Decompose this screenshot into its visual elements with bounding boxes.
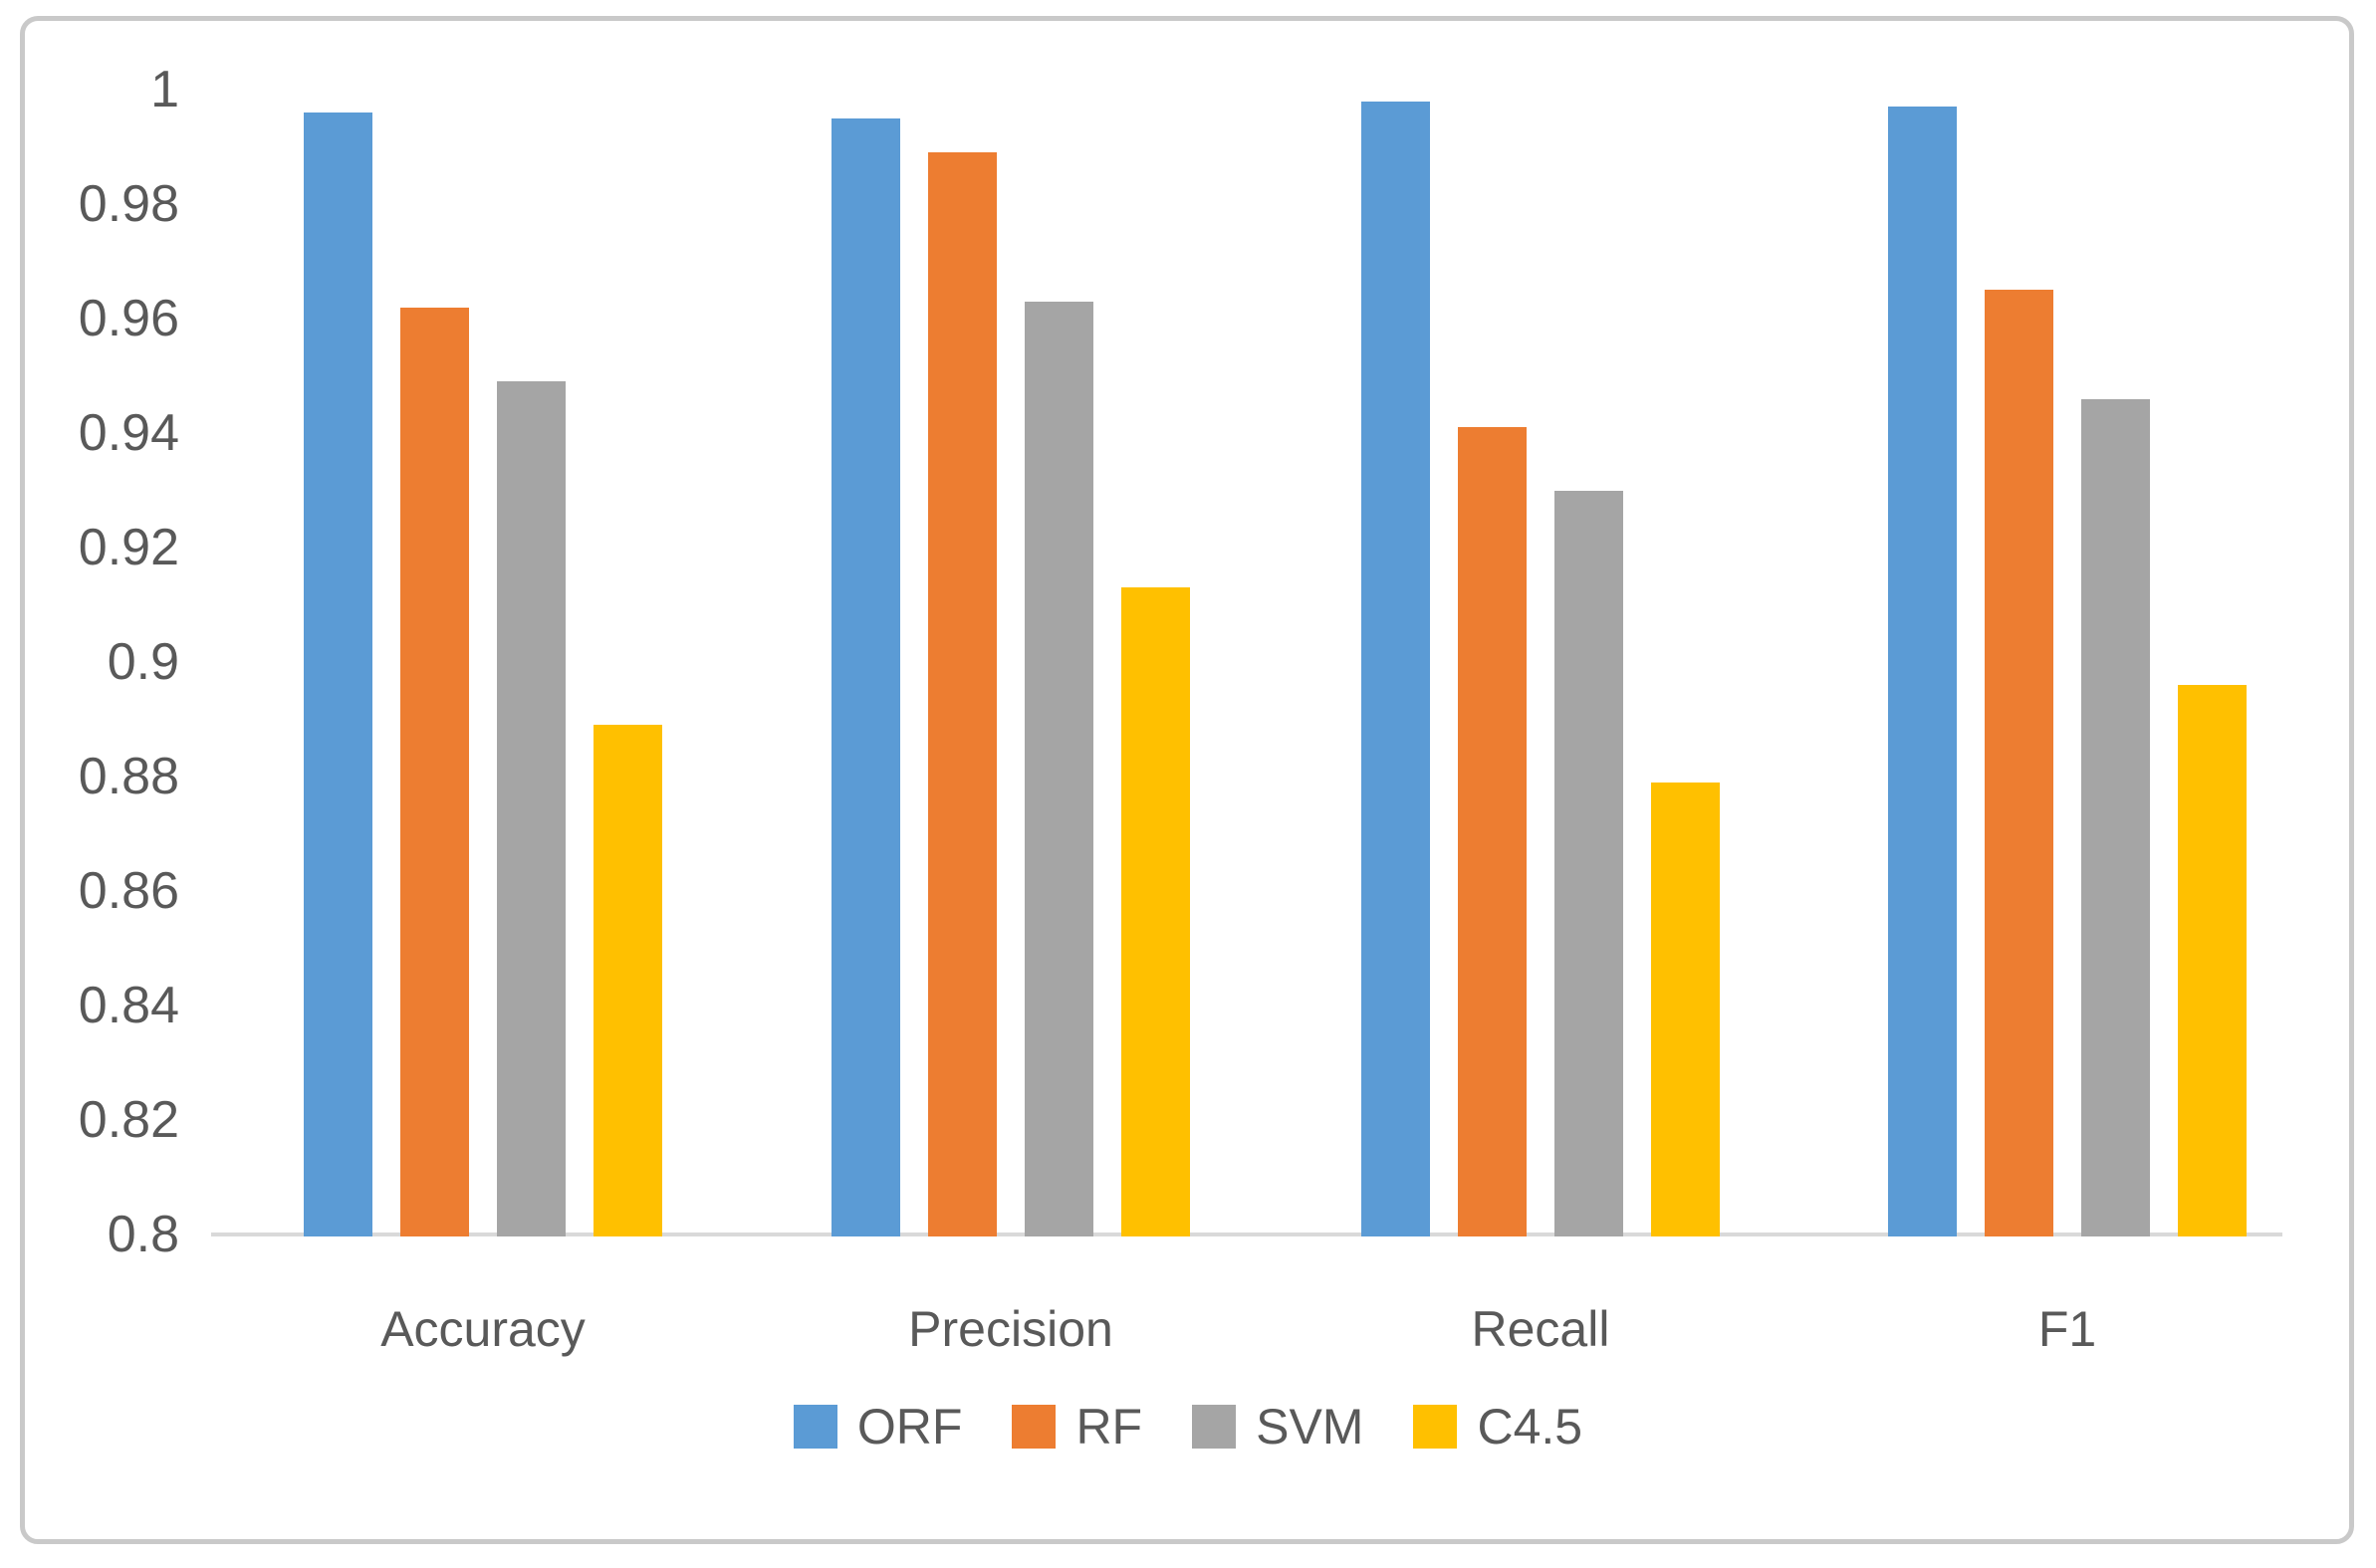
y-tick-label: 0.84 — [78, 977, 179, 1034]
bar-orf-f1 — [1888, 107, 1957, 1236]
legend-item: SVM — [1192, 1398, 1363, 1456]
y-tick-label: 0.82 — [78, 1091, 179, 1149]
x-category-label: Recall — [1471, 1301, 1610, 1357]
legend-label: SVM — [1256, 1399, 1364, 1455]
legend-label: ORF — [856, 1399, 963, 1455]
y-tick-label: 0.9 — [107, 633, 179, 691]
bar-svm-f1 — [2081, 398, 2150, 1236]
y-tick-label: 1 — [150, 61, 179, 118]
bar-rf-f1 — [1985, 290, 2053, 1236]
bar-orf-accuracy — [304, 112, 372, 1236]
legend-label: C4.5 — [1477, 1399, 1583, 1455]
x-axis-line — [211, 1232, 2282, 1236]
legend-item: C4.5 — [1413, 1398, 1582, 1456]
y-tick-label: 0.88 — [78, 748, 179, 805]
x-category-label: Accuracy — [380, 1301, 586, 1357]
legend-swatch-icon — [1192, 1405, 1237, 1449]
legend-swatch-icon — [1012, 1405, 1057, 1449]
bar-c45-precision — [1121, 587, 1190, 1236]
legend-item: ORF — [793, 1398, 963, 1456]
bar-svm-recall — [1554, 490, 1623, 1236]
bar-rf-recall — [1458, 427, 1527, 1236]
legend-item: RF — [1012, 1398, 1142, 1456]
bar-orf-recall — [1361, 101, 1430, 1236]
x-category-label: F1 — [2037, 1301, 2097, 1357]
bar-rf-accuracy — [400, 307, 469, 1236]
x-category-label: Precision — [908, 1301, 1113, 1357]
y-tick-label: 0.86 — [78, 862, 179, 920]
y-tick-label: 0.96 — [78, 290, 179, 347]
bar-c45-accuracy — [594, 725, 662, 1236]
y-tick-label: 0.8 — [107, 1206, 179, 1263]
y-tick-label: 0.98 — [78, 175, 179, 233]
y-tick-label: 0.92 — [78, 519, 179, 576]
bar-rf-precision — [928, 152, 997, 1236]
legend-label: RF — [1075, 1399, 1143, 1455]
bar-svm-precision — [1025, 301, 1093, 1236]
legend-swatch-icon — [793, 1405, 837, 1449]
y-tick-label: 0.94 — [78, 404, 179, 462]
legend-swatch-icon — [1413, 1405, 1458, 1449]
bar-svm-accuracy — [497, 381, 566, 1236]
legend: ORF RF SVM C4.5 — [0, 1398, 2376, 1456]
bar-orf-precision — [832, 117, 900, 1236]
bar-c45-recall — [1651, 782, 1720, 1236]
bar-c45-f1 — [2178, 685, 2247, 1236]
